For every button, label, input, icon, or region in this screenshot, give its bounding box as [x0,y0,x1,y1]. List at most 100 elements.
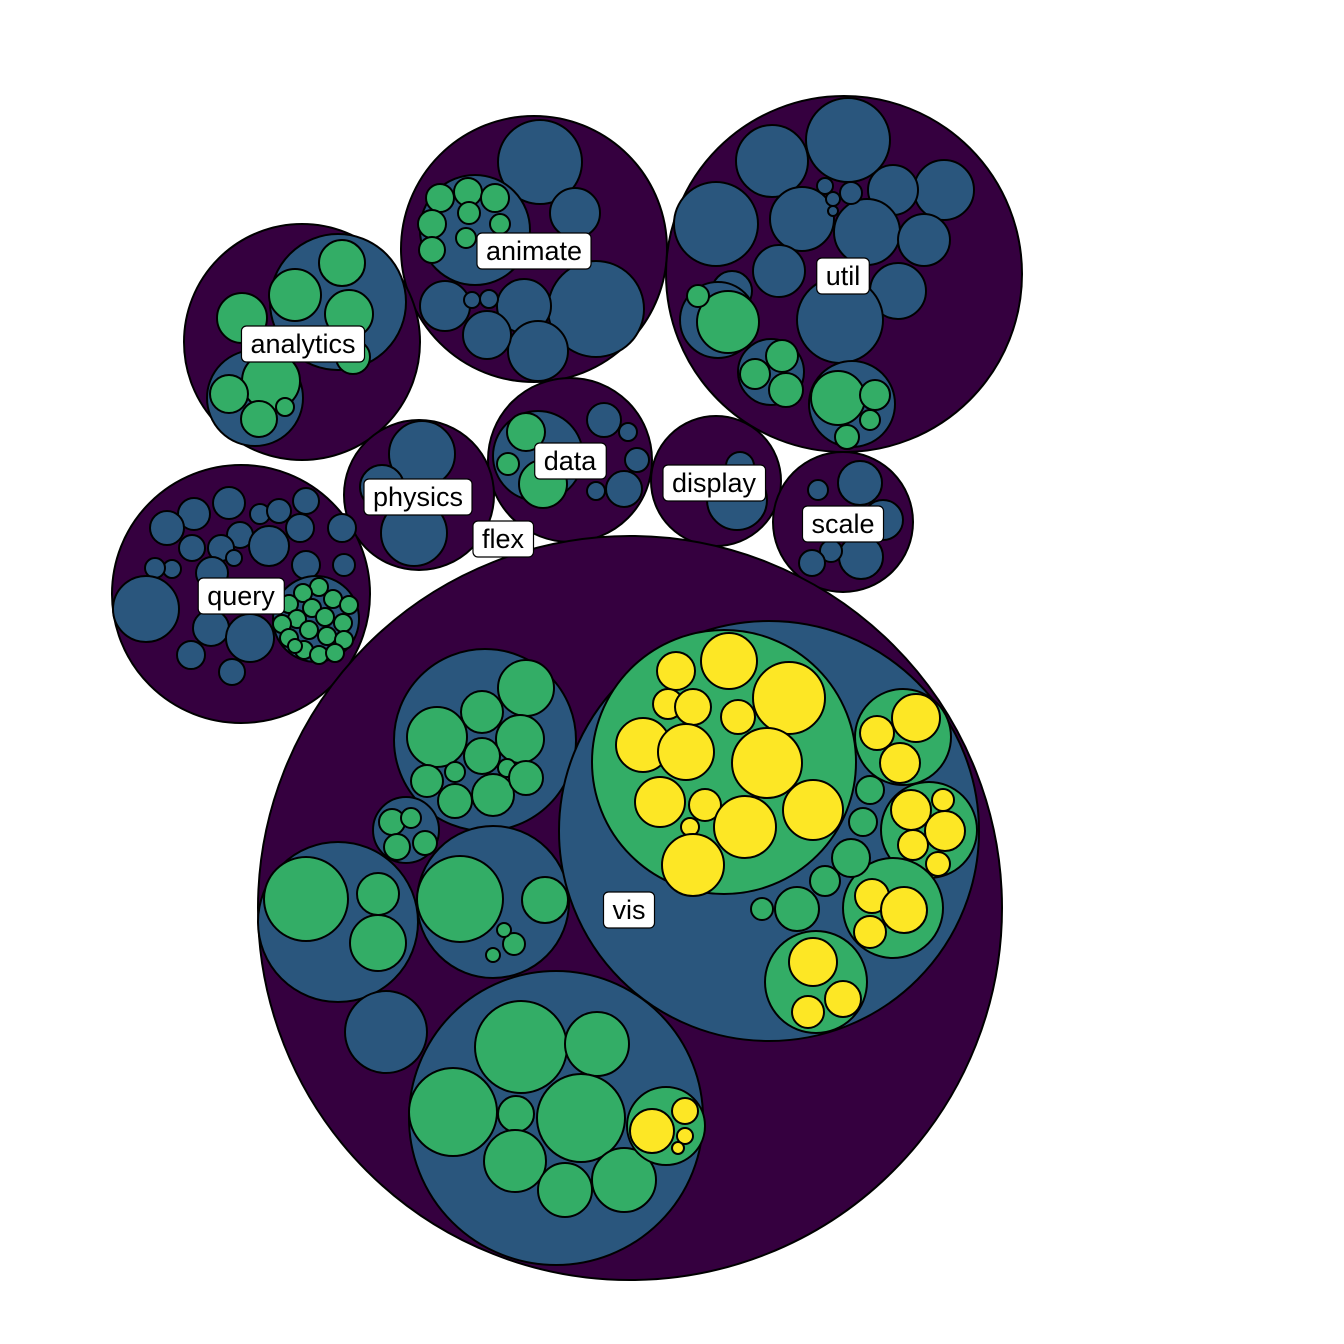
label-data: data [534,442,607,480]
node-circle-depth-3 [480,183,510,213]
node-circle-depth-4 [791,995,825,1029]
node-circle-depth-2 [462,310,512,360]
node-circle-depth-3 [463,737,501,775]
node-circle-depth-3 [412,830,438,856]
node-circle-depth-2 [463,291,481,309]
node-circle-depth-3 [489,213,511,235]
node-circle-depth-2 [225,613,275,663]
node-circle-depth-3 [460,690,504,734]
node-circle-depth-4 [859,715,895,751]
node-circle-depth-4 [897,829,929,861]
node-circle-depth-3 [809,865,841,897]
node-circle-depth-3 [495,714,545,764]
node-circle-depth-2 [192,609,230,647]
node-circle-depth-3 [417,209,447,239]
node-circle-depth-3 [768,372,804,408]
node-circle-depth-3 [325,643,345,663]
node-circle-depth-2 [825,191,841,207]
node-circle-depth-4 [880,886,928,934]
node-circle-depth-4 [657,723,715,781]
node-circle-depth-3 [317,626,337,646]
label-display: display [662,464,767,502]
node-circle-depth-4 [853,915,887,949]
node-circle-depth-3 [287,638,303,654]
label-box [476,232,592,270]
node-circle-depth-3 [318,239,366,287]
label-box [534,442,607,480]
node-circle-depth-3 [508,760,544,796]
node-circle-depth-3 [483,1129,547,1193]
node-circle-depth-4 [924,810,966,852]
label-text: display [672,468,757,498]
node-circle-depth-3 [485,947,501,963]
node-circle-depth-2 [344,990,428,1074]
node-circle-depth-4 [656,651,696,691]
node-circle-depth-3 [774,886,820,932]
node-circle-depth-2 [266,498,292,524]
node-circle-depth-3 [263,856,349,942]
node-circle-depth-2 [327,513,357,543]
label-box [240,325,366,363]
node-circle-depth-4 [629,1108,675,1154]
label-query: query [197,577,285,615]
label-text: animate [486,236,582,266]
node-circle-depth-3 [339,595,359,615]
node-circle-depth-2 [618,422,638,442]
node-circle-depth-3 [855,775,885,805]
label-util: util [816,257,870,295]
node-circle-depth-2 [285,513,315,543]
node-circle-depth-3 [410,764,444,798]
label-box [197,577,285,615]
node-circle-depth-2 [624,447,650,473]
node-circle-depth-3 [293,583,313,603]
node-circle-depth-2 [833,198,901,266]
node-circle-depth-2 [605,470,643,508]
node-circle-depth-2 [144,557,166,579]
label-layer: animate util analytics data physics display sc… [197,232,885,929]
node-circle-depth-2 [149,510,185,546]
node-circle-depth-2 [248,525,290,567]
label-box [363,478,473,516]
node-circle-depth-4 [676,1127,694,1145]
node-circle-depth-2 [673,181,759,267]
node-circle-depth-3 [275,397,295,417]
node-circle-depth-2 [497,119,583,205]
label-physics: physics [363,478,473,516]
label-box [472,520,535,558]
node-circle-depth-3 [209,374,249,414]
node-circle-depth-4 [891,693,941,743]
node-circle-depth-2 [291,550,321,580]
node-circle-depth-3 [383,833,411,861]
node-circle-depth-2 [218,658,246,686]
node-circle-depth-3 [739,358,771,390]
node-circle-depth-3 [349,914,407,972]
node-circle-depth-3 [474,1000,568,1094]
node-circle-depth-3 [591,1147,657,1213]
node-circle-depth-3 [444,761,466,783]
node-circle-depth-3 [408,1067,498,1157]
node-circle-depth-4 [688,788,722,822]
label-box [801,505,885,543]
node-circle-depth-3 [502,932,526,956]
node-circle-depth-4 [788,937,838,987]
node-circle-depth-3 [810,370,866,426]
node-circle-depth-3 [536,1073,626,1163]
label-text: analytics [250,329,355,359]
node-circle-depth-2 [332,553,356,577]
node-circle-depth-2 [807,479,829,501]
node-circle-depth-2 [507,320,569,382]
node-circle-depth-4 [700,632,758,690]
node-circle-depth-3 [416,855,504,943]
node-circle-depth-3 [564,1011,630,1077]
label-text: vis [613,895,646,925]
node-circle-depth-2 [798,549,826,577]
node-circle-depth-3 [240,400,278,438]
node-circle-depth-3 [848,807,878,837]
label-analytics: analytics [240,325,366,363]
label-scale: scale [801,505,885,543]
node-circle-depth-4 [731,727,803,799]
node-circle-depth-4 [661,833,725,897]
node-circle-depth-4 [752,661,826,735]
node-circle-depth-2 [837,460,883,506]
node-circle-depth-4 [634,776,686,828]
